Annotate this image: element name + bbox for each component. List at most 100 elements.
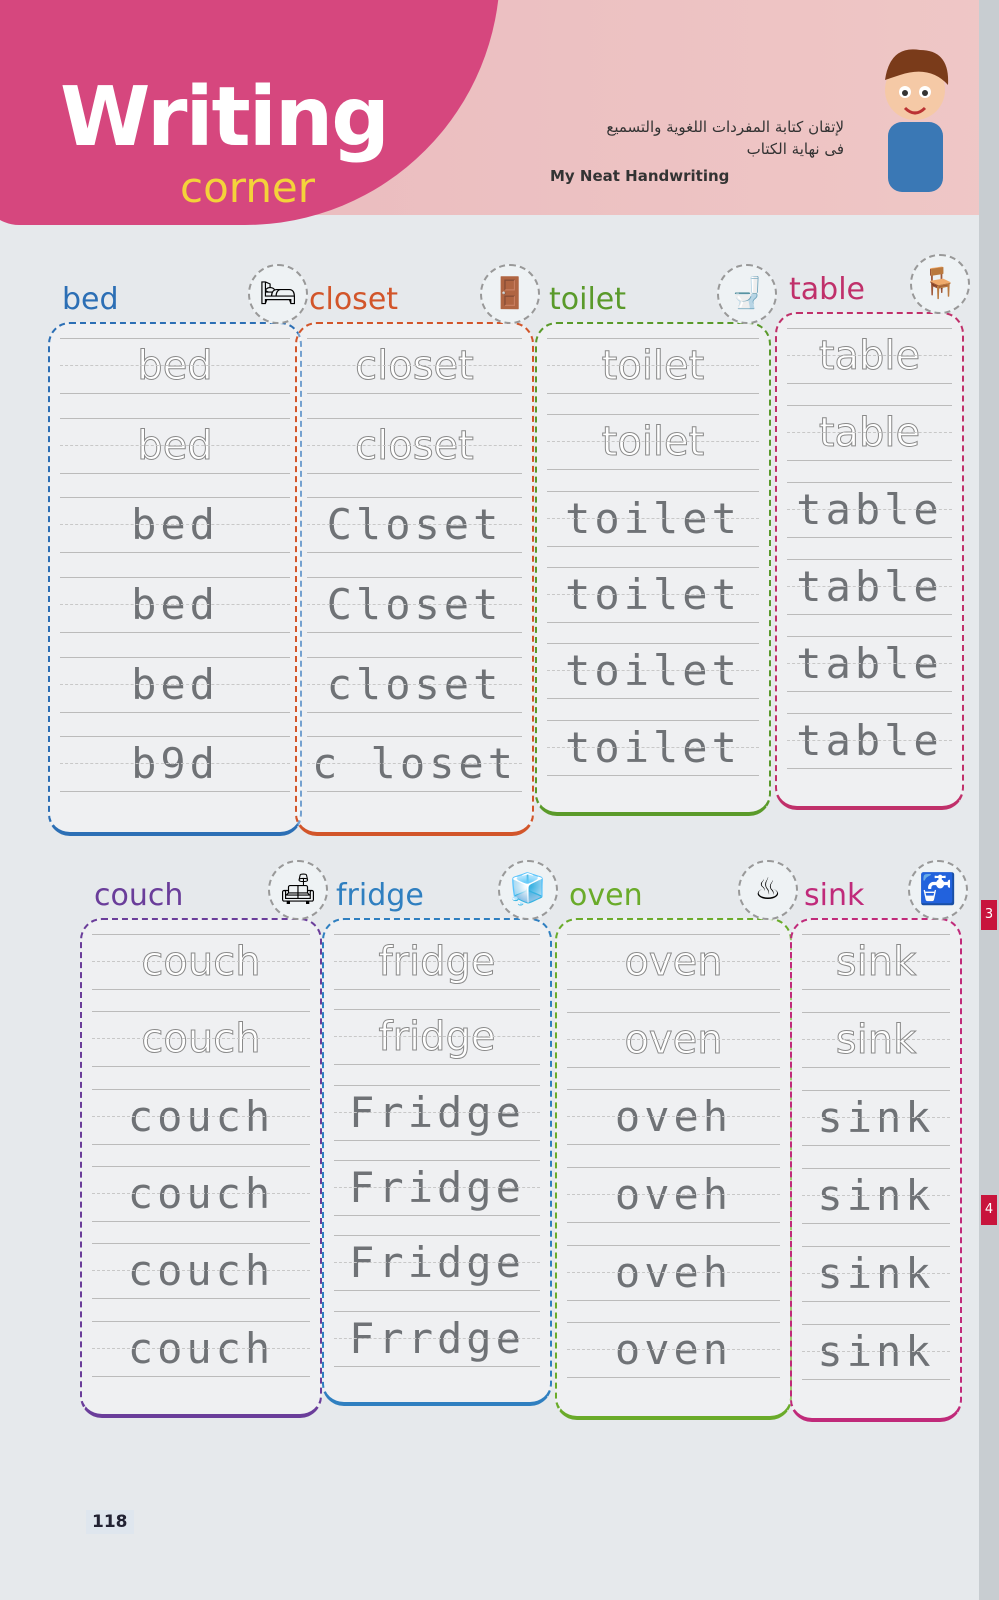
arabic-line-2: فى نهاية الكتاب xyxy=(746,140,844,158)
traced-word: table xyxy=(818,410,921,457)
writing-line: table xyxy=(787,482,952,538)
arabic-instructions: لإتقان كتابة المفردات اللغوية والتسميع ف… xyxy=(606,116,844,160)
side-tab: 4 xyxy=(981,1195,997,1225)
handwritten-word: couch xyxy=(127,1169,275,1218)
writing-line: table xyxy=(787,328,952,384)
handwritten-word: Frrdge xyxy=(349,1313,525,1363)
writing-line: oveh xyxy=(567,1167,780,1223)
writing-line: Fridge xyxy=(334,1235,540,1292)
fridge-icon: 🧊 xyxy=(498,860,558,920)
writing-line: toilet xyxy=(547,719,759,776)
writing-line: table xyxy=(787,636,952,692)
writing-line: couch xyxy=(92,1166,310,1222)
toilet-icon: 🚽 xyxy=(717,264,777,324)
writing-line: toilet xyxy=(547,338,759,394)
writing-line: Closet xyxy=(307,577,522,633)
writing-line: b9d xyxy=(60,736,290,793)
writing-line: couch xyxy=(92,934,310,990)
handwritten-word: bed xyxy=(131,580,219,629)
writing-line: oveh xyxy=(567,1089,780,1146)
word-card-bed: bed bed bed bed bed b9d xyxy=(48,322,302,836)
writing-line: sink xyxy=(802,1090,950,1146)
handwritten-word: sink xyxy=(817,1327,935,1376)
writing-line: bed xyxy=(60,656,290,713)
handwritten-word: table xyxy=(796,716,943,765)
handwritten-word: sink xyxy=(817,1093,935,1142)
handwritten-word: toilet xyxy=(565,493,741,543)
handwritten-word: bed xyxy=(131,500,219,550)
traced-word: oven xyxy=(624,939,723,986)
traced-word: couch xyxy=(141,939,261,986)
handwritten-word: table xyxy=(796,485,943,534)
writing-line: sink xyxy=(802,1324,950,1380)
handwritten-word: Closet xyxy=(326,580,503,629)
writing-line: oven xyxy=(567,934,780,990)
word-label: toilet xyxy=(549,282,627,317)
handwritten-word: toilet xyxy=(565,570,741,619)
word-card-fridge: fridge fridge Fridge Fridge Fridge Frrdge xyxy=(322,918,552,1406)
traced-word: bed xyxy=(137,343,213,390)
handwritten-word: Fridge xyxy=(349,1238,525,1288)
writing-line: bed xyxy=(60,417,290,474)
writing-line: table xyxy=(787,713,952,769)
traced-word: closet xyxy=(355,343,475,390)
traced-word: closet xyxy=(355,422,475,469)
handwritten-word: Fridge xyxy=(349,1163,525,1212)
word-label: closet xyxy=(309,282,399,317)
traced-word: toilet xyxy=(601,419,705,466)
writing-line: closet xyxy=(307,417,522,474)
writing-line: Closet xyxy=(307,497,522,554)
page-number: 118 xyxy=(86,1510,134,1534)
side-tab: 3 xyxy=(981,900,997,930)
writing-line: couch xyxy=(92,1011,310,1068)
page-title-corner: corner xyxy=(180,163,316,212)
writing-line: toilet xyxy=(547,414,759,471)
word-card-toilet: toilet toilet toilet toilet toilet toilet xyxy=(535,322,771,816)
writing-line: sink xyxy=(802,1246,950,1302)
arabic-line-1: لإتقان كتابة المفردات اللغوية والتسميع xyxy=(606,118,844,136)
handwritten-word: sink xyxy=(817,1249,935,1298)
traced-word: sink xyxy=(835,939,917,986)
handwritten-word: Fridge xyxy=(349,1087,525,1137)
handwritten-word: oven xyxy=(614,1325,733,1375)
handwritten-word: bed xyxy=(131,659,219,709)
subtitle: My Neat Handwriting xyxy=(550,167,730,185)
writing-line: closet xyxy=(307,656,522,713)
writing-line: sink xyxy=(802,1168,950,1224)
traced-word: table xyxy=(818,333,921,380)
word-label: table xyxy=(789,272,865,307)
boy-illustration xyxy=(885,49,949,192)
word-label: sink xyxy=(804,878,865,913)
writing-line: Frrdge xyxy=(334,1310,540,1367)
writing-line: sink xyxy=(802,1012,950,1068)
writing-line: fridge xyxy=(334,1009,540,1066)
writing-line: bed xyxy=(60,497,290,554)
writing-line: couch xyxy=(92,1243,310,1300)
traced-word: toilet xyxy=(601,343,705,390)
writing-line: sink xyxy=(802,934,950,990)
couch-icon: 🛋 xyxy=(268,860,328,920)
word-card-table: table table table table table table xyxy=(775,312,964,810)
traced-word: fridge xyxy=(378,939,496,986)
writing-line: toilet xyxy=(547,643,759,700)
table-icon: 🪑 xyxy=(910,254,970,314)
word-card-couch: couch couch couch couch couch couch xyxy=(80,918,322,1418)
writing-line: Fridge xyxy=(334,1084,540,1141)
handwritten-word: toilet xyxy=(565,646,741,696)
traced-word: bed xyxy=(137,422,213,469)
writing-line: table xyxy=(787,559,952,615)
writing-line: toilet xyxy=(547,567,759,623)
writing-line: table xyxy=(787,405,952,461)
bed-icon: 🛏 xyxy=(248,264,308,324)
handwritten-word: oveh xyxy=(614,1170,733,1219)
writing-line: bed xyxy=(60,577,290,633)
page-edge xyxy=(979,0,999,1600)
writing-line: closet xyxy=(307,338,522,394)
word-label: fridge xyxy=(336,878,424,913)
writing-line: oven xyxy=(567,1011,780,1068)
closet-icon: 🚪 xyxy=(480,264,540,324)
handwritten-word: sink xyxy=(817,1171,935,1220)
writing-line: toilet xyxy=(547,490,759,547)
writing-line: couch xyxy=(92,1320,310,1377)
sink-icon: 🚰 xyxy=(908,860,968,920)
